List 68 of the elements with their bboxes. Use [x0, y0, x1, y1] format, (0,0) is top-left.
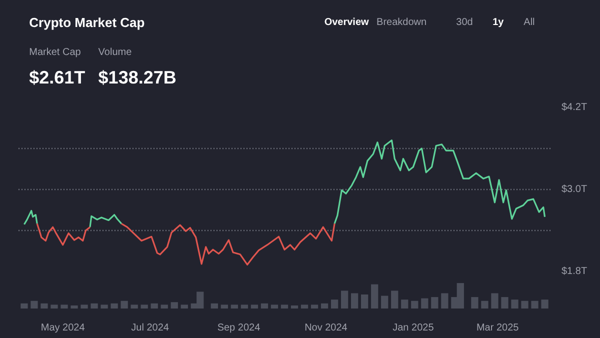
x-tick-label: Nov 2024	[304, 322, 348, 334]
text: 30d	[456, 17, 473, 28]
bar	[481, 300, 488, 308]
text: $2.61T	[29, 68, 86, 88]
bar	[381, 296, 388, 308]
bar	[290, 305, 298, 308]
bar	[541, 300, 548, 308]
bar	[501, 297, 508, 308]
text: 1y	[492, 17, 504, 28]
text: Volume	[98, 47, 132, 58]
bar	[391, 290, 398, 308]
bar	[50, 304, 58, 308]
bar	[20, 303, 28, 308]
bar	[441, 293, 448, 308]
bar	[521, 300, 528, 308]
bar	[70, 305, 78, 308]
bar	[60, 304, 68, 308]
bar	[351, 293, 358, 308]
bar	[421, 298, 428, 308]
bar	[100, 304, 108, 308]
x-tick-label: Mar 2025	[476, 322, 520, 334]
bar	[260, 303, 268, 308]
text: $138.27B	[98, 68, 176, 88]
bar	[220, 304, 228, 308]
bar	[361, 294, 368, 308]
bar	[280, 304, 288, 308]
bar	[120, 300, 128, 308]
bar	[411, 300, 418, 308]
y-tick-label: $3.0T	[562, 184, 588, 195]
bar	[270, 304, 278, 308]
text: Market Cap	[29, 47, 82, 58]
bar	[110, 303, 118, 308]
bar	[531, 300, 538, 308]
bar	[210, 303, 218, 308]
bar	[310, 304, 318, 308]
bar	[320, 303, 328, 308]
text: Overview	[324, 17, 370, 28]
bar	[140, 304, 148, 308]
bar	[150, 303, 158, 308]
y-tick-label: $4.2T	[562, 102, 588, 113]
x-tick-label: May 2024	[40, 322, 86, 334]
bar	[40, 303, 48, 308]
bar	[170, 302, 178, 308]
bar	[30, 300, 38, 308]
text: Breakdown	[376, 17, 427, 28]
y-tick-label: $1.8T	[562, 266, 588, 277]
bar	[330, 300, 338, 308]
text: Crypto Market Cap	[29, 15, 145, 30]
bar	[340, 290, 348, 308]
bar	[180, 304, 188, 308]
bar	[431, 297, 438, 308]
bar	[511, 300, 518, 308]
bar	[300, 304, 308, 308]
x-tick-label: Jan 2025	[392, 322, 434, 334]
bar	[90, 303, 98, 308]
text: All	[524, 17, 535, 28]
x-tick-label: Jul 2024	[131, 322, 170, 334]
bar	[401, 300, 408, 308]
bar	[240, 304, 248, 308]
bar	[491, 293, 498, 308]
bar	[160, 304, 168, 308]
bar	[230, 304, 238, 308]
bar	[250, 304, 258, 308]
bar	[371, 284, 378, 308]
x-tick-label: Sep 2024	[217, 322, 261, 334]
bar	[130, 304, 138, 308]
bar	[80, 304, 88, 308]
bar	[471, 297, 478, 308]
